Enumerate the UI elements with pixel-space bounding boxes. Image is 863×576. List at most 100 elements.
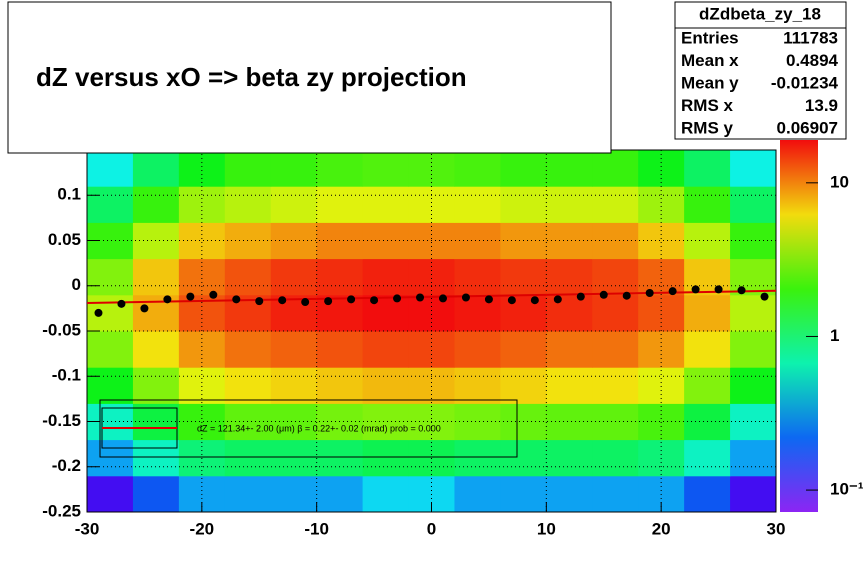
heat-cell — [87, 186, 134, 223]
heat-cell — [500, 150, 547, 187]
heat-cell — [270, 475, 318, 513]
heat-cell — [132, 367, 180, 404]
heat-cell — [270, 439, 318, 477]
heat-cell — [362, 367, 410, 404]
heat-cell — [500, 294, 547, 332]
heat-cell — [224, 439, 272, 477]
heat-cell — [408, 150, 455, 187]
stats-title: dZdbeta_zy_18 — [699, 4, 821, 23]
heat-cell — [638, 222, 685, 260]
heat-cell — [500, 331, 547, 368]
heat-cell — [316, 439, 364, 477]
heat-cell — [270, 403, 318, 441]
heat-cell — [500, 475, 547, 513]
profile-point — [484, 295, 493, 304]
profile-point — [645, 288, 654, 297]
heat-cell — [224, 367, 272, 404]
heat-cell — [500, 367, 547, 404]
heat-cell — [592, 367, 639, 404]
heat-cell — [362, 331, 410, 368]
x-tick-label: -10 — [304, 519, 329, 538]
heat-cell — [546, 258, 593, 296]
profile-point — [438, 294, 447, 303]
heat-cell — [454, 222, 501, 260]
heat-cell — [408, 186, 455, 223]
profile-point — [186, 292, 195, 301]
heat-cell — [638, 367, 685, 404]
heat-cell — [316, 294, 364, 332]
profile-point — [163, 295, 172, 304]
profile-point — [530, 296, 539, 305]
heat-cell — [684, 186, 731, 223]
stats-label: Mean x — [681, 51, 739, 70]
heat-cell — [638, 186, 685, 223]
heat-cell — [546, 367, 593, 404]
heat-cell — [362, 258, 410, 296]
z-tick-label: 10 — [830, 172, 849, 191]
chart-title: dZ versus xO => beta zy projection — [36, 62, 467, 92]
profile-point — [232, 295, 241, 304]
heat-cell — [316, 367, 364, 404]
heat-cell — [684, 258, 731, 296]
heat-cell — [454, 367, 501, 404]
profile-point — [140, 304, 149, 313]
y-tick-label: -0.2 — [52, 456, 81, 475]
heat-cell — [362, 475, 410, 513]
heat-cell — [178, 331, 226, 368]
color-bar — [780, 140, 818, 512]
heat-cell — [224, 186, 272, 223]
heat-cell — [546, 403, 593, 441]
heat-cell — [178, 186, 226, 223]
profile-point — [691, 285, 700, 294]
heat-cell — [454, 403, 501, 441]
heat-cell — [362, 150, 410, 187]
heat-cell — [454, 475, 501, 513]
heat-cell — [684, 439, 731, 477]
heat-cell — [408, 294, 455, 332]
heat-cell — [87, 150, 134, 187]
x-tick-label: 0 — [427, 519, 436, 538]
x-tick-label: 30 — [767, 519, 786, 538]
heat-cell — [270, 150, 318, 187]
y-tick-label: 0.05 — [48, 230, 81, 249]
heat-cell — [638, 150, 685, 187]
heat-cell — [730, 475, 777, 513]
stats-label: Mean y — [681, 73, 739, 92]
y-tick-label: -0.1 — [52, 366, 81, 385]
y-tick-label: 0 — [72, 275, 81, 294]
heat-cell — [178, 222, 226, 260]
heat-cell — [638, 294, 685, 332]
heat-cell — [270, 258, 318, 296]
heat-cell — [132, 258, 180, 296]
stats-label: RMS y — [681, 118, 734, 137]
x-tick-label: -30 — [75, 519, 100, 538]
heat-cell — [684, 475, 731, 513]
heat-cell — [224, 331, 272, 368]
heat-cell — [316, 186, 364, 223]
heat-cell — [132, 439, 180, 477]
heat-cell — [316, 150, 364, 187]
heat-cell — [546, 294, 593, 332]
heat-cell — [87, 258, 134, 296]
profile-point — [94, 308, 103, 317]
profile-point — [255, 297, 264, 306]
profile-point — [209, 290, 218, 299]
heat-cell — [592, 331, 639, 368]
heat-cell — [132, 294, 180, 332]
heat-cell — [224, 475, 272, 513]
heat-cell — [638, 258, 685, 296]
stats-value: 0.4894 — [786, 51, 839, 70]
heat-cell — [178, 403, 226, 441]
heat-cell — [178, 258, 226, 296]
heat-cell — [362, 294, 410, 332]
heat-cell — [546, 475, 593, 513]
heat-cell — [546, 150, 593, 187]
profile-point — [301, 298, 310, 307]
profile-point — [461, 293, 470, 302]
x-tick-label: -20 — [190, 519, 215, 538]
heat-cell — [730, 258, 777, 296]
profile-point — [117, 299, 126, 308]
heat-cell — [684, 294, 731, 332]
heat-cell — [730, 367, 777, 404]
heat-cell — [730, 150, 777, 187]
